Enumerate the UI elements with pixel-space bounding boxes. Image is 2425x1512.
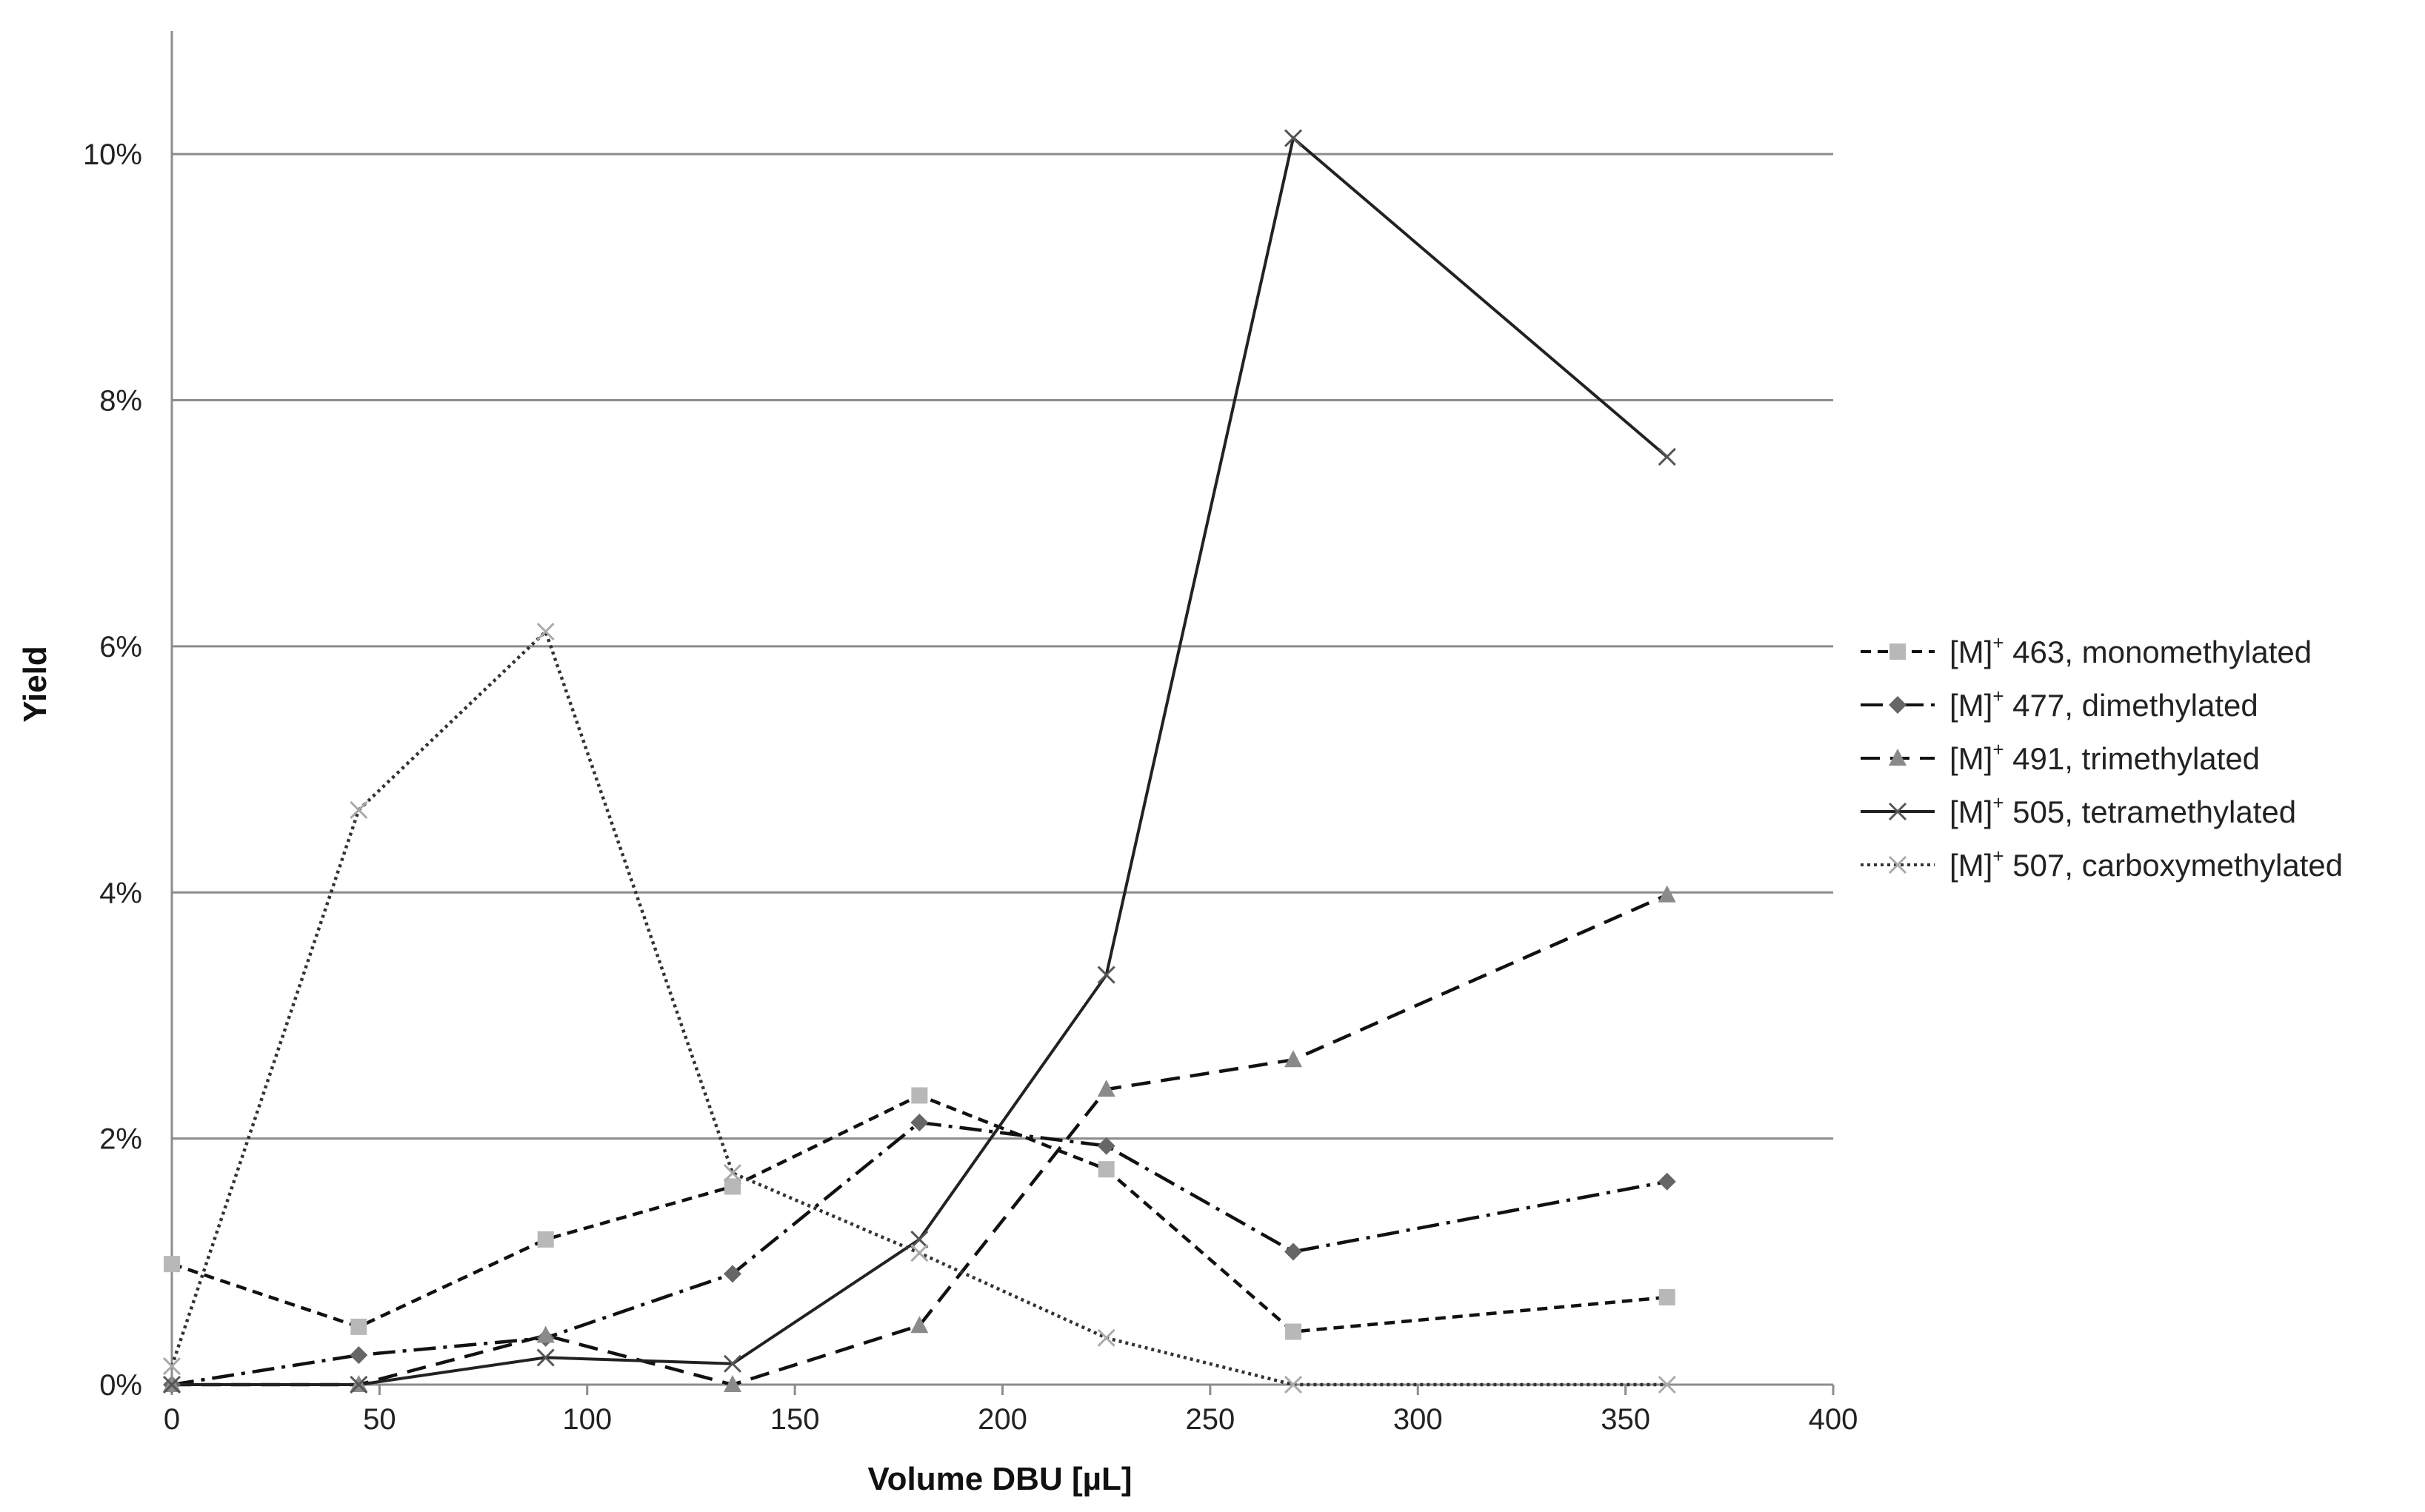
data-point bbox=[1284, 129, 1303, 147]
data-point bbox=[1658, 447, 1676, 466]
x-tick-label: 0 bbox=[164, 1403, 180, 1436]
data-point bbox=[910, 1230, 929, 1248]
data-point bbox=[911, 1087, 928, 1104]
data-point bbox=[1098, 1161, 1115, 1178]
data-point bbox=[1097, 1080, 1115, 1097]
data-point bbox=[1658, 1375, 1676, 1394]
y-tick-label: 4% bbox=[99, 877, 142, 909]
data-point bbox=[1097, 1137, 1115, 1155]
data-point bbox=[350, 1318, 367, 1335]
legend-label: [M]+ 507, carboxymethylated bbox=[1949, 845, 2343, 883]
data-point bbox=[724, 1178, 741, 1195]
data-point bbox=[350, 800, 368, 819]
legend-item: [M]+ 477, dimethylated bbox=[1861, 685, 2258, 723]
data-point bbox=[723, 1164, 742, 1182]
data-point bbox=[164, 1256, 180, 1273]
legend-label: [M]+ 505, tetramethylated bbox=[1949, 792, 2296, 829]
data-point bbox=[536, 1325, 555, 1343]
x-tick-label: 400 bbox=[1809, 1403, 1858, 1436]
series-markers bbox=[162, 129, 1676, 1394]
y-axis-title: Yield bbox=[17, 646, 53, 723]
legend-swatch-marker bbox=[1889, 643, 1906, 660]
data-point bbox=[536, 622, 555, 641]
legend-item: [M]+ 463, monomethylated bbox=[1861, 632, 2312, 669]
y-tick-label: 2% bbox=[99, 1123, 142, 1156]
data-point bbox=[1284, 1242, 1303, 1261]
legend-swatch-marker bbox=[1888, 802, 1907, 821]
legend-swatch-marker bbox=[1889, 696, 1907, 714]
legend-label: [M]+ 463, monomethylated bbox=[1949, 632, 2312, 669]
data-point bbox=[1285, 1323, 1302, 1340]
data-point bbox=[162, 1375, 181, 1394]
x-tick-label: 300 bbox=[1393, 1403, 1443, 1436]
data-point bbox=[350, 1346, 368, 1365]
series-line bbox=[171, 1094, 1667, 1334]
series-line bbox=[172, 135, 1668, 1386]
data-point bbox=[536, 1348, 555, 1367]
data-point bbox=[162, 1357, 181, 1376]
y-tick-label: 10% bbox=[83, 138, 142, 171]
x-tick-label: 150 bbox=[770, 1403, 820, 1436]
legend-label: [M]+ 477, dimethylated bbox=[1949, 685, 2258, 723]
legend: [M]+ 463, monomethylated [M]+ 477, dimeth… bbox=[1861, 632, 2343, 883]
data-point bbox=[350, 1375, 368, 1394]
data-point bbox=[1097, 966, 1115, 984]
x-axis-title: Volume DBU [µL] bbox=[868, 1461, 1133, 1497]
x-tick-label: 250 bbox=[1186, 1403, 1235, 1436]
y-tick-label: 6% bbox=[99, 631, 142, 663]
x-tick-label: 200 bbox=[978, 1403, 1027, 1436]
data-point bbox=[1097, 1328, 1115, 1347]
legend-item: [M]+ 491, trimethylated bbox=[1861, 738, 2260, 776]
y-tick-label: 0% bbox=[99, 1369, 142, 1402]
data-point bbox=[910, 1114, 929, 1132]
tick-labels: 0% 2% 4% 6% 8% 10% 0 50 100 150 200 250 300 350 400 bbox=[83, 138, 1858, 1436]
y-tick-label: 8% bbox=[99, 385, 142, 418]
gridlines bbox=[172, 153, 1833, 1140]
x-tick-label: 50 bbox=[363, 1403, 396, 1436]
legend-item: [M]+ 507, carboxymethylated bbox=[1861, 845, 2343, 883]
x-tick-label: 350 bbox=[1601, 1403, 1650, 1436]
legend-item: [M]+ 505, tetramethylated bbox=[1861, 792, 2296, 829]
data-point bbox=[910, 1244, 929, 1262]
legend-swatch-marker bbox=[1888, 855, 1907, 874]
series-line bbox=[170, 628, 1667, 1387]
axes bbox=[170, 31, 1835, 1395]
x-tick-label: 100 bbox=[562, 1403, 612, 1436]
series-line bbox=[171, 1120, 1668, 1387]
data-point bbox=[1658, 1289, 1675, 1306]
series-line bbox=[172, 893, 1668, 1387]
legend-swatch-marker bbox=[1889, 749, 1907, 766]
legend-label: [M]+ 491, trimethylated bbox=[1949, 738, 2260, 776]
data-point bbox=[1658, 885, 1676, 903]
data-point bbox=[1284, 1050, 1303, 1068]
data-point bbox=[1658, 1172, 1676, 1191]
data-point bbox=[724, 1375, 742, 1392]
data-point bbox=[537, 1231, 554, 1248]
data-point bbox=[724, 1265, 742, 1283]
data-point bbox=[723, 1354, 742, 1373]
series-lines bbox=[170, 135, 1668, 1387]
data-point bbox=[1284, 1375, 1303, 1394]
data-point bbox=[910, 1316, 929, 1334]
